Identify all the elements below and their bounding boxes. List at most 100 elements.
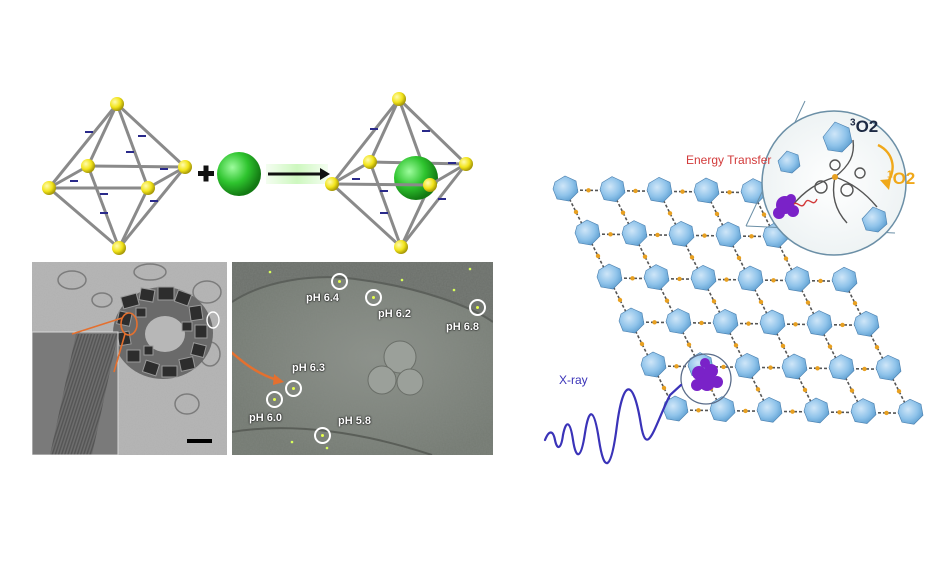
metal-cluster	[709, 396, 736, 422]
linker-node	[689, 255, 695, 260]
xray-wave	[543, 383, 683, 464]
triplet-o2-text: O2	[855, 117, 879, 136]
metal-cluster	[850, 398, 877, 424]
linker-node	[639, 341, 645, 347]
ph-label-60: pH 6.0	[249, 412, 283, 424]
empty-cage-vertices	[42, 97, 192, 255]
linker-node	[573, 209, 579, 215]
ph-label-68: pH 6.8	[446, 321, 480, 333]
guest-sphere	[217, 152, 261, 196]
metal-cluster	[668, 220, 695, 247]
metal-cluster	[781, 353, 808, 380]
metal-clusters	[552, 175, 924, 425]
linker-node	[620, 210, 626, 215]
linker-node	[661, 385, 667, 391]
metal-cluster	[715, 221, 742, 248]
linker-node	[802, 387, 808, 393]
metal-cluster	[599, 176, 626, 202]
fluorescent-speckles	[268, 267, 472, 450]
linker-node	[793, 322, 798, 327]
encapsulated-sphere	[394, 156, 438, 200]
singlet-superscript: 1	[887, 169, 893, 181]
metal-cluster	[574, 219, 601, 246]
metal-cluster	[618, 307, 645, 334]
linker-node	[655, 232, 660, 238]
metal-cluster	[693, 177, 720, 204]
linker-node	[642, 254, 648, 259]
linker-node	[874, 345, 880, 350]
linker-node	[746, 321, 751, 326]
vesicle-outlines	[57, 263, 222, 415]
linker-node	[818, 278, 823, 284]
linker-node	[702, 233, 707, 238]
linker-node	[674, 364, 679, 369]
metal-cluster	[552, 175, 579, 202]
metal-cluster	[712, 308, 739, 335]
linker-node	[680, 189, 685, 194]
metal-cluster	[875, 354, 902, 381]
linker-node	[696, 408, 701, 413]
orange-arrow	[232, 351, 278, 382]
linker-node	[664, 298, 670, 303]
linker-node	[736, 255, 742, 261]
metal-cluster	[734, 352, 761, 379]
linker-node	[711, 299, 717, 304]
metal-cluster	[831, 266, 858, 293]
ph-marker-64	[331, 273, 348, 290]
metal-cluster	[828, 354, 855, 380]
energy-transfer-label: Energy Transfer	[686, 153, 772, 167]
empty-cage	[47, 102, 187, 250]
ph-label-64: pH 6.4	[306, 292, 340, 304]
metal-cluster	[646, 176, 673, 203]
zoom-lines	[71, 317, 126, 373]
fluorescence-image-svg	[232, 262, 493, 455]
linker-node	[815, 366, 820, 371]
ph-marker-58	[314, 427, 331, 444]
metal-cluster	[806, 310, 833, 336]
linker-node	[852, 301, 858, 306]
triplet-superscript: 3	[850, 117, 856, 129]
ph-label-63: pH 6.3	[292, 362, 326, 374]
linker-node	[884, 410, 889, 416]
metal-cluster	[621, 220, 648, 246]
linker-node	[586, 188, 591, 193]
linker-node	[896, 389, 902, 394]
linker-node	[677, 276, 682, 282]
singlet-oxygen-label: 1O2	[887, 169, 915, 189]
mof-framework-scheme: Energy Transfer X-ray 3O2 1O2	[535, 95, 935, 470]
highlight-ellipse-left	[120, 312, 138, 336]
linker-node	[724, 277, 729, 282]
linker-node	[633, 188, 638, 194]
singlet-o2-text: O2	[892, 169, 916, 188]
empty-cage-ligands	[70, 131, 168, 214]
ph-marker-60	[266, 391, 283, 408]
plus-icon	[198, 165, 214, 182]
metal-cluster	[853, 310, 880, 337]
linker-node	[686, 342, 692, 347]
linker-node	[727, 190, 732, 195]
mof-scheme-svg	[543, 100, 924, 464]
tem-image-svg	[32, 262, 227, 455]
linker-node	[667, 211, 673, 216]
linker-node	[617, 297, 623, 303]
curved-arrowhead-icon	[880, 179, 891, 190]
linker-node	[771, 278, 776, 283]
fluorescence-micrograph: pH 6.4 pH 6.2 pH 6.8 pH 6.3 pH 6.0 pH 5.…	[232, 262, 493, 455]
reaction-arrow-icon	[268, 168, 330, 180]
pore-guest	[680, 353, 732, 405]
ph-marker-63	[285, 380, 302, 397]
linker-node	[608, 232, 613, 237]
metal-cluster	[596, 263, 623, 290]
linker-node	[630, 276, 635, 281]
ph-label-58: pH 5.8	[338, 415, 372, 427]
linker-node	[743, 408, 748, 414]
linker-node	[837, 410, 842, 415]
cage-assembly-scheme	[40, 90, 500, 260]
linker-node	[768, 365, 773, 370]
linker-node	[805, 300, 811, 305]
linker-node	[783, 256, 789, 261]
linker-node	[733, 343, 739, 348]
metal-cluster	[643, 264, 670, 290]
highlight-ellipse-right	[206, 311, 220, 329]
metal-cluster	[784, 266, 811, 292]
